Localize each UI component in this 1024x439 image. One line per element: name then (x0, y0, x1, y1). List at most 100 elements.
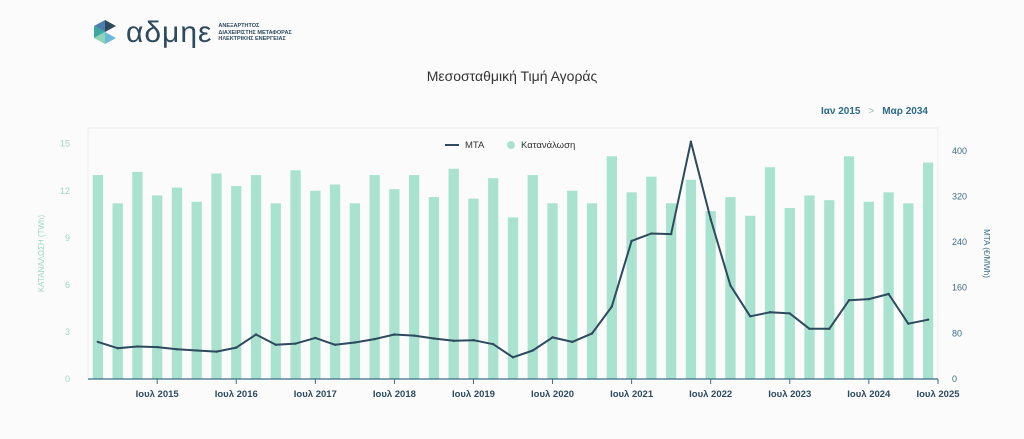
date-range[interactable]: Ιαν 2015 > Μαρ 2034 (821, 106, 928, 117)
consumption-bar (231, 186, 242, 379)
x-tick-label: Ιουλ 2015 (136, 389, 180, 400)
right-tick-label: 400 (952, 146, 967, 156)
consumption-bar (824, 200, 835, 379)
consumption-bar (132, 171, 143, 379)
consumption-bar (666, 203, 677, 379)
legend-dot-swatch (507, 141, 515, 149)
consumption-bar (250, 175, 262, 379)
left-tick-label: 0 (65, 374, 70, 384)
mta-point (452, 339, 455, 342)
right-axis-title: ΜΤΑ (€/MWh) (982, 229, 991, 278)
x-tick-label: Ιουλ 2018 (373, 389, 416, 400)
consumption-bar (705, 211, 716, 379)
mta-point (729, 284, 732, 287)
consumption-bar (804, 195, 815, 379)
range-from[interactable]: Ιαν 2015 (820, 106, 861, 117)
mta-point (155, 345, 159, 349)
legend-label-consumption: Κατανάλωση (521, 140, 575, 151)
mta-point (689, 140, 693, 143)
mta-point (907, 322, 910, 325)
logo-subtitle-line: ΔΙΑΧΕΙΡΙΣΤΗΣ ΜΕΤΑΦΟΡΑΣ (218, 29, 292, 36)
mta-point (254, 333, 258, 336)
mta-point (492, 343, 495, 346)
consumption-bar (507, 217, 519, 379)
left-tick-label: 15 (60, 139, 70, 149)
consumption-bar (567, 190, 578, 379)
left-tick-label: 3 (65, 327, 70, 337)
mta-point (116, 346, 119, 350)
mta-point (887, 292, 890, 296)
consumption-bar (527, 175, 538, 379)
logo-subtitle-line: ΗΛΕΚΤΡΙΚΗΣ ΕΝΕΡΓΕΙΑΣ (218, 36, 286, 43)
consumption-bar (586, 203, 598, 379)
logo-subtitle-line: ΑΝΕΞΑΡΤΗΤΟΣ (218, 23, 260, 30)
mta-point (610, 305, 614, 308)
consumption-bar (646, 176, 657, 379)
mta-point (828, 327, 831, 330)
x-tick-label: Ιουλ 2017 (294, 389, 337, 400)
consumption-bar (784, 208, 795, 379)
left-tick-label: 12 (60, 186, 70, 196)
mta-point (590, 332, 594, 335)
x-tick-label: Ιουλ 2021 (610, 389, 654, 400)
consumption-bar (903, 203, 914, 379)
right-tick-label: 80 (952, 328, 962, 338)
mta-point (472, 339, 475, 342)
x-tick-label: Ιουλ 2020 (531, 389, 574, 400)
mta-point (847, 299, 851, 302)
mta-point (511, 356, 515, 359)
right-tick-label: 0 (952, 374, 957, 384)
mta-point (412, 334, 416, 337)
mta-point (926, 318, 930, 321)
mta-point (195, 349, 198, 352)
mta-point (669, 232, 673, 236)
consumption-bar (409, 175, 420, 379)
right-tick-label: 160 (952, 283, 967, 293)
mta-point (630, 239, 633, 243)
x-tick-label: Ιουλ 2016 (215, 389, 258, 400)
consumption-bar (369, 175, 380, 379)
mta-point (393, 333, 396, 336)
mta-point (333, 343, 337, 346)
mta-point (650, 232, 653, 235)
x-tick-label: Ιουλ 2024 (847, 389, 891, 400)
logo-subtitle: ΑΝΕΞΑΡΤΗΤΟΣ ΔΙΑΧΕΙΡΙΣΤΗΣ ΜΕΤΑΦΟΡΑΣ ΗΛΕΚΤ… (218, 23, 308, 43)
mta-point (788, 312, 791, 315)
mta-point (274, 343, 277, 346)
consumption-bar (349, 203, 360, 379)
left-tick-label: 6 (65, 280, 70, 290)
right-tick-label: 320 (952, 191, 967, 201)
x-tick-label: Ιουλ 2025 (916, 389, 960, 400)
consumption-bar (211, 173, 222, 379)
right-tick-label: 240 (952, 237, 967, 247)
consumption-bar (468, 198, 479, 379)
mta-point (571, 340, 574, 344)
range-to[interactable]: Μαρ 2034 (882, 106, 928, 117)
consumption-bar (922, 162, 934, 379)
mta-point (215, 350, 218, 353)
mta-point (531, 349, 534, 352)
consumption-bar (725, 197, 736, 379)
legend-label-mta: ΜΤΑ (465, 140, 485, 151)
left-axis-title: ΚΑΤΑΝΑΛΩΣΗ (TWh) (37, 215, 46, 293)
consumption-bar (112, 203, 123, 379)
mta-point (314, 336, 317, 340)
logo-name: αδμηε (126, 16, 213, 49)
mta-point (432, 337, 436, 340)
consumption-bar (152, 195, 163, 379)
consumption-bar (428, 197, 440, 379)
company-logo: αδμηε ΑΝΕΞΑΡΤΗΤΟΣ ΔΙΑΧΕΙΡΙΣΤΗΣ ΜΕΤΑΦΟΡΑΣ… (90, 18, 308, 48)
consumption-bar (606, 156, 617, 379)
mta-point (768, 311, 772, 314)
consumption-bar (745, 215, 756, 379)
x-tick-label: Ιουλ 2019 (452, 389, 495, 400)
mta-point (235, 346, 238, 349)
mta-point (373, 337, 376, 341)
mta-point (808, 327, 811, 330)
consumption-bar (883, 192, 894, 379)
mta-point (353, 341, 357, 344)
mta-point (867, 297, 871, 301)
consumption-bar (389, 189, 400, 379)
consumption-bar (329, 184, 341, 379)
